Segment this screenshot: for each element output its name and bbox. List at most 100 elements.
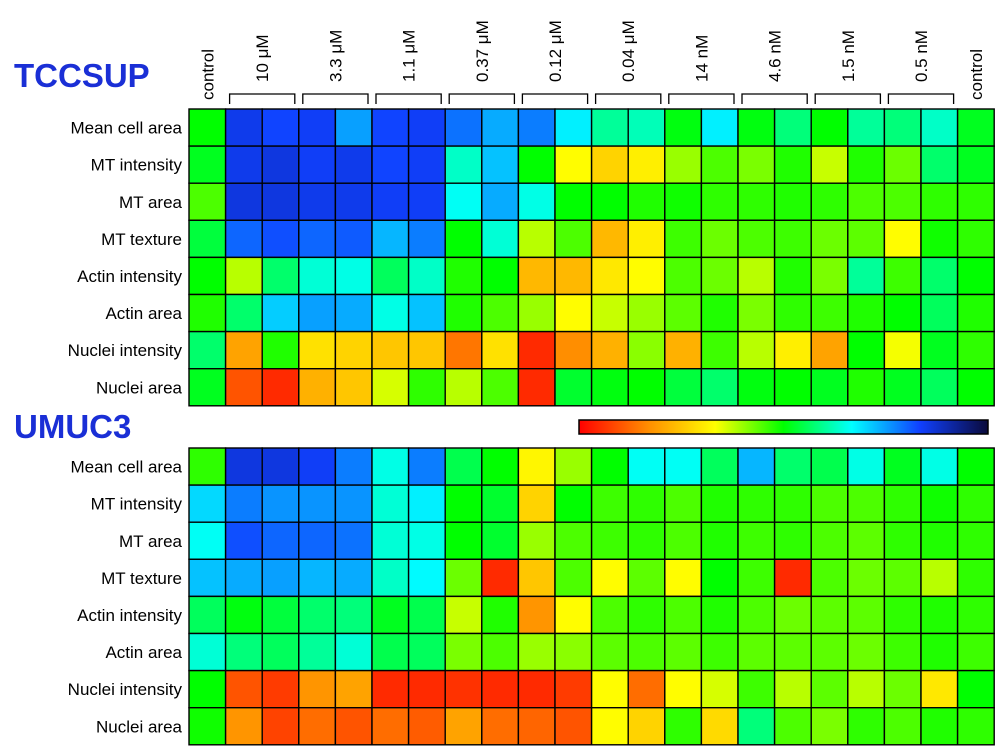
heatmap-cell: [920, 632, 959, 672]
heatmap-cell: [810, 632, 849, 672]
row-label: MT area: [119, 532, 183, 551]
heatmap-cell: [298, 145, 337, 184]
heatmap-cell: [590, 219, 629, 259]
heatmap-cell: [224, 145, 263, 184]
heatmap-cell: [407, 707, 446, 746]
heatmap-cell: [773, 558, 812, 598]
heatmap-cell: [481, 219, 520, 259]
heatmap-cell: [481, 108, 520, 147]
heatmap-cell: [773, 632, 812, 672]
heatmap-cell: [847, 368, 886, 407]
heatmap-cell: [444, 293, 483, 333]
heatmap-cell: [188, 521, 227, 561]
heatmap-cell: [847, 330, 886, 370]
heatmap-cell: [627, 145, 666, 184]
heatmap-cell: [554, 447, 593, 486]
heatmap-cell: [554, 330, 593, 370]
heatmap-cell: [847, 219, 886, 259]
heatmap-cell: [627, 707, 666, 746]
heatmap-cell: [554, 558, 593, 598]
heatmap-cell: [444, 330, 483, 370]
heatmap-cell: [407, 182, 446, 221]
column-label-4: 0.37 μM: [473, 20, 492, 82]
heatmap-cell: [847, 558, 886, 598]
heatmap-cell: [590, 293, 629, 333]
heatmap-cell: [627, 219, 666, 259]
heatmap-cell: [956, 330, 995, 370]
heatmap-cell: [481, 182, 520, 221]
dose-bracket-0: [228, 93, 296, 104]
heatmap-cell: [737, 484, 776, 523]
heatmap-cell: [700, 256, 739, 296]
heatmap-cell: [517, 595, 556, 635]
heatmap-cell: [627, 256, 666, 296]
heatmap-cell: [517, 108, 556, 147]
heatmap-cell: [737, 293, 776, 333]
heatmap-cell: [883, 447, 922, 486]
heatmap-cell: [956, 108, 995, 147]
heatmap-cell: [956, 669, 995, 709]
heatmap-cell: [407, 293, 446, 333]
heatmap-cell: [481, 330, 520, 370]
heatmap-cell: [444, 219, 483, 259]
heatmap-cell: [810, 145, 849, 184]
heatmap-cell: [627, 330, 666, 370]
heatmap-cell: [920, 521, 959, 561]
heatmap-cell: [334, 368, 373, 407]
heatmap-cell: [371, 558, 410, 598]
heatmap-cell: [956, 632, 995, 672]
heatmap-cell: [664, 707, 703, 746]
heatmap-cell: [334, 595, 373, 635]
heatmap-cell: [407, 484, 446, 523]
heatmap-cell: [810, 256, 849, 296]
heatmap-cell: [517, 293, 556, 333]
heatmap-cell: [590, 330, 629, 370]
column-label-6: 0.04 μM: [619, 20, 638, 82]
panel-title-tccsup: TCCSUP: [14, 57, 150, 94]
column-label-1: 10 μM: [253, 34, 272, 82]
column-label-10: 0.5 nM: [912, 30, 931, 82]
heatmap-cell: [261, 447, 300, 486]
heatmap-cell: [737, 521, 776, 561]
heatmap-cell: [298, 669, 337, 709]
heatmap-cell: [407, 219, 446, 259]
heatmap-cell: [810, 484, 849, 523]
heatmap-cell: [444, 256, 483, 296]
heatmap-cell: [298, 219, 337, 259]
heatmap-cell: [664, 293, 703, 333]
heatmap-cell: [773, 293, 812, 333]
heatmap-cell: [298, 108, 337, 147]
row-label: MT intensity: [91, 156, 183, 175]
heatmap-cell: [627, 293, 666, 333]
heatmap-cell: [481, 707, 520, 746]
heatmap-cell: [627, 368, 666, 407]
heatmap-cell: [773, 108, 812, 147]
heatmap-cell: [590, 484, 629, 523]
heatmap-cell: [737, 108, 776, 147]
heatmap-cell: [956, 558, 995, 598]
heatmap-cell: [261, 368, 300, 407]
heatmap-cell: [444, 484, 483, 523]
column-label-11: control: [967, 49, 986, 100]
heatmap-cell: [590, 368, 629, 407]
heatmap-cell: [371, 632, 410, 672]
heatmap-cell: [956, 145, 995, 184]
heatmap-cell: [883, 669, 922, 709]
row-label: Nuclei area: [96, 378, 183, 397]
heatmap-cell: [920, 669, 959, 709]
heatmap-cell: [517, 521, 556, 561]
heatmap-cell: [664, 669, 703, 709]
heatmap-cell: [298, 256, 337, 296]
heatmap-cell: [188, 669, 227, 709]
heatmap-cell: [517, 632, 556, 672]
heatmap-cell: [737, 595, 776, 635]
heatmap-cell: [444, 447, 483, 486]
heatmap-cell: [371, 330, 410, 370]
heatmap-cell: [920, 447, 959, 486]
heatmap-cell: [847, 182, 886, 221]
heatmap-cell: [334, 145, 373, 184]
heatmap-cell: [773, 368, 812, 407]
heatmap-cell: [334, 632, 373, 672]
heatmap-cell: [188, 707, 227, 746]
